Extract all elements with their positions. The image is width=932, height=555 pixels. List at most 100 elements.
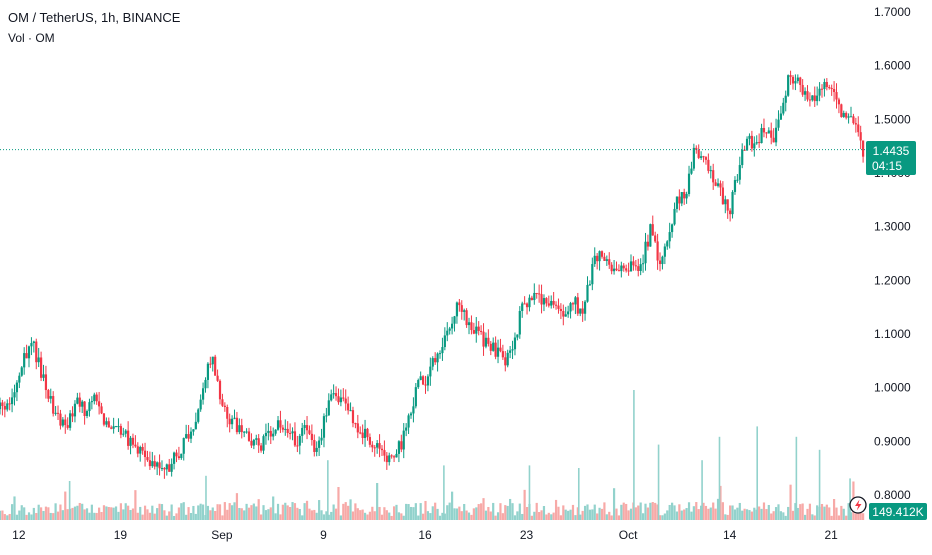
candle-up <box>327 400 330 416</box>
volume-bar <box>828 507 831 520</box>
volume-bar <box>407 504 410 520</box>
candle-up <box>724 199 727 205</box>
candle-down <box>458 302 461 306</box>
candle-up <box>847 116 850 118</box>
candle-up <box>93 394 96 402</box>
volume-bar <box>564 509 567 520</box>
candle-down <box>134 444 137 447</box>
symbol-title[interactable]: OM / TetherUS, 1h, BINANCE <box>8 10 181 25</box>
volume-bar <box>61 510 64 520</box>
time-tick-label: 19 <box>114 528 128 542</box>
volume-bar <box>745 509 749 520</box>
candle-down <box>460 305 463 312</box>
candle-up <box>151 461 154 467</box>
candle-down <box>131 437 135 445</box>
chart-legend: OM / TetherUS, 1h, BINANCE Vol · OM <box>8 8 180 48</box>
candle-up <box>745 138 749 151</box>
volume-bar <box>562 505 565 520</box>
candle-down <box>146 457 149 461</box>
volume-bar <box>318 500 321 520</box>
volume-bar <box>559 515 562 520</box>
candle-down <box>808 99 812 101</box>
volume-bar <box>499 503 502 520</box>
candle-up <box>753 143 756 149</box>
volume-bar <box>475 507 478 520</box>
candle-down <box>3 405 6 410</box>
candle-down <box>257 438 260 446</box>
candle-up <box>303 425 306 428</box>
volume-bar <box>854 513 857 520</box>
volume-bar <box>310 510 313 520</box>
volume-spike <box>577 468 580 520</box>
volume-bar <box>6 515 9 520</box>
candle-down <box>421 376 425 385</box>
volume-bar <box>704 505 708 520</box>
candle-down <box>557 305 560 309</box>
volume-bar <box>808 503 812 520</box>
volume-bar <box>857 511 860 520</box>
candle-up <box>521 303 524 311</box>
candle-down <box>337 396 340 403</box>
candle-down <box>608 259 611 265</box>
volume-bar <box>303 503 306 520</box>
candle-down <box>83 401 86 416</box>
candle-up <box>238 425 241 433</box>
volume-bar <box>390 515 393 520</box>
volume-bar <box>533 511 536 520</box>
volume-bar <box>226 509 229 520</box>
time-tick-label: 12 <box>12 528 26 542</box>
candle-up <box>395 453 398 458</box>
candle-up <box>748 135 751 139</box>
candle-up <box>376 443 379 448</box>
volume-bar <box>637 505 640 520</box>
volume-bar <box>487 506 490 520</box>
time-axis[interactable]: 12 19 Sep 9 16 23 Oct 14 21 <box>12 528 838 542</box>
candle-up <box>42 374 45 378</box>
candle-up <box>755 142 758 144</box>
candle-up <box>774 127 778 143</box>
volume-bar <box>385 510 388 520</box>
volume-bar <box>397 512 401 520</box>
volume-spike <box>657 444 660 520</box>
candle-down <box>523 303 526 305</box>
candle-up <box>511 349 514 351</box>
volume-bar <box>37 504 40 520</box>
volume-bar <box>47 507 50 520</box>
lightning-icon[interactable] <box>849 496 867 514</box>
volume-bar <box>197 505 200 520</box>
volume-bar <box>516 511 519 520</box>
volume-bar <box>156 508 159 520</box>
volume-bar <box>738 502 741 520</box>
candle-down <box>175 452 178 457</box>
candle-up <box>438 353 442 355</box>
candle-down <box>820 88 824 90</box>
price-axis[interactable]: 1.70001.60001.50001.40001.30001.20001.10… <box>874 5 911 502</box>
volume-bar <box>760 508 763 520</box>
candle-down <box>571 303 575 305</box>
candle-down <box>627 270 630 272</box>
volume-spike <box>818 449 821 520</box>
candle-up <box>782 102 785 114</box>
volume-bar <box>129 509 132 520</box>
candle-down <box>625 268 628 271</box>
volume-bar <box>767 504 770 520</box>
candle-down <box>552 300 555 305</box>
candle-down <box>390 455 393 457</box>
candle-down <box>852 116 855 124</box>
candle-down <box>762 127 766 133</box>
candle-up <box>243 431 246 433</box>
candle-up <box>629 261 633 272</box>
candle-down <box>187 434 190 439</box>
candle-up <box>731 191 734 215</box>
volume-bar <box>238 507 241 520</box>
candle-up <box>431 358 434 367</box>
volume-bar <box>105 506 108 520</box>
candle-down <box>347 403 350 411</box>
candle-up <box>199 399 202 410</box>
volume-bar <box>794 503 797 520</box>
candle-down <box>487 337 490 344</box>
volume-bar <box>141 514 144 520</box>
volume-indicator-label[interactable]: Vol · OM <box>8 31 55 45</box>
